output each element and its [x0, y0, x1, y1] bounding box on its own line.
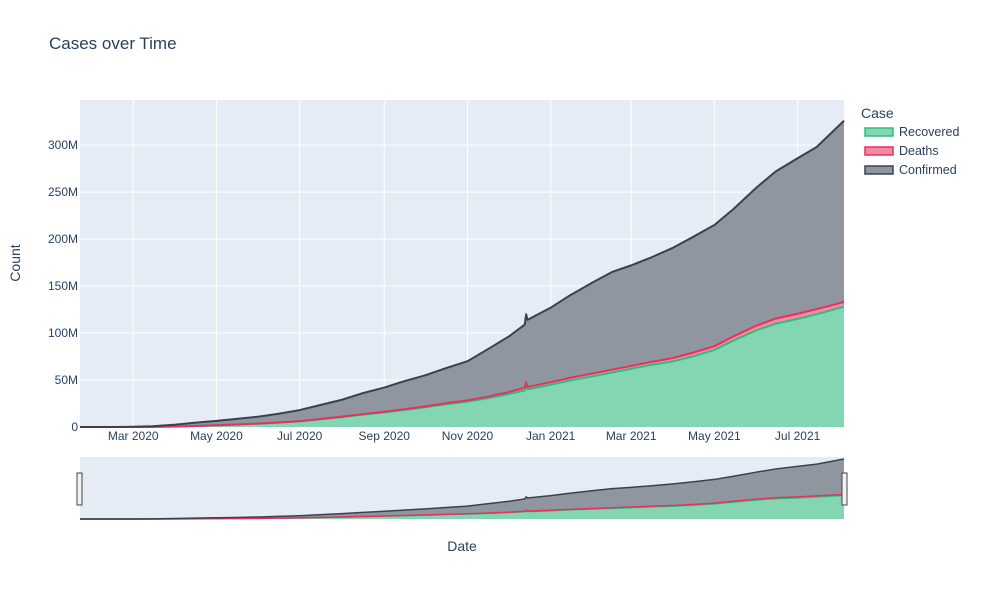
rangeslider-left-handle[interactable] — [76, 472, 83, 506]
recovered-area — [80, 306, 844, 427]
legend-label-recovered: Recovered — [899, 125, 959, 139]
x-axis-title: Date — [447, 538, 477, 554]
x-tick-label: May 2021 — [688, 429, 741, 443]
recovered-slider-area — [80, 495, 844, 519]
legend-swatch-deaths — [864, 146, 894, 156]
x-tick-labels: Mar 2020 May 2020 Jul 2020 Sep 2020 Nov 2020… — [108, 429, 821, 443]
legend-swatch-recovered — [864, 127, 894, 137]
legend-label-confirmed: Confirmed — [899, 163, 957, 177]
y-tick-label: 250M — [48, 185, 78, 199]
y-tick-label: 50M — [55, 373, 78, 387]
deaths-slider-line — [80, 493, 845, 520]
y-tick-labels: 0 50M 100M 150M 200M 250M 300M — [48, 138, 78, 434]
confirmed-line — [80, 119, 845, 428]
x-tick-label: May 2020 — [190, 429, 243, 443]
legend-label-deaths: Deaths — [899, 144, 939, 158]
legend-item-confirmed[interactable]: Confirmed — [864, 163, 957, 177]
x-tick-label: Nov 2020 — [442, 429, 494, 443]
y-tick-label: 150M — [48, 279, 78, 293]
legend-item-recovered[interactable]: Recovered — [864, 125, 959, 139]
x-tick-label: Jul 2020 — [277, 429, 323, 443]
y-axis-title: Count — [7, 244, 23, 281]
x-tick-label: Mar 2021 — [606, 429, 657, 443]
y-tick-label: 300M — [48, 138, 78, 152]
y-tick-label: 200M — [48, 232, 78, 246]
confirmed-area — [80, 120, 844, 428]
x-tick-label: Mar 2020 — [108, 429, 159, 443]
series-lines — [80, 119, 845, 428]
x-tick-label: Sep 2020 — [359, 429, 411, 443]
rangeslider-right-handle[interactable] — [841, 472, 848, 506]
confirmed-slider-area — [80, 459, 844, 519]
legend-title: Case — [861, 105, 894, 121]
x-tick-label: Jul 2021 — [775, 429, 821, 443]
deaths-line — [80, 301, 845, 428]
y-tick-label: 100M — [48, 326, 78, 340]
chart-title: Cases over Time — [49, 34, 177, 53]
legend-item-deaths[interactable]: Deaths — [864, 144, 939, 158]
legend: Recovered Deaths Confirmed — [864, 125, 959, 177]
confirmed-slider-line — [80, 458, 845, 520]
x-tick-label: Jan 2021 — [526, 429, 576, 443]
legend-swatch-confirmed — [864, 165, 894, 175]
y-tick-label: 0 — [71, 420, 78, 434]
rangeslider-lines — [80, 458, 845, 520]
